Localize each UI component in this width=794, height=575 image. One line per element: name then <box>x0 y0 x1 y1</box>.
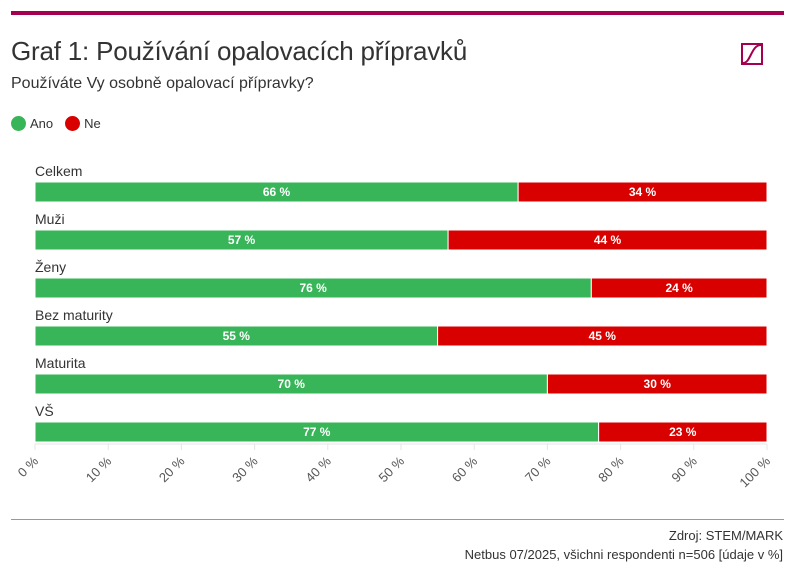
x-tick-label-0: 0 % <box>15 453 42 480</box>
x-tick-label-80: 80 % <box>595 453 627 485</box>
bar-ne-maturita <box>546 373 768 395</box>
data-label-ano-celkem: 66 % <box>263 185 291 199</box>
data-label-ne-celkem: 34 % <box>629 185 657 199</box>
bar-ne-zeny <box>590 277 768 299</box>
data-label-ne-maturita: 30 % <box>644 377 672 391</box>
category-label-vs: VŠ <box>35 403 54 419</box>
x-tick-label-70: 70 % <box>522 453 554 485</box>
legend-marker-ano <box>11 116 26 131</box>
legend-label-ano: Ano <box>30 116 54 131</box>
data-label-ne-zeny: 24 % <box>665 281 693 295</box>
bar-ne-vs <box>598 421 768 443</box>
chart-subtitle: Používáte Vy osobně opalovací přípravky? <box>11 75 314 92</box>
x-tick-label-20: 20 % <box>156 453 188 485</box>
footer-divider <box>11 519 784 520</box>
data-label-ano-zeny: 76 % <box>299 281 327 295</box>
x-tick-label-60: 60 % <box>449 453 481 485</box>
data-label-ano-muzi: 57 % <box>228 233 256 247</box>
x-tick-label-40: 40 % <box>302 453 334 485</box>
category-label-bez-maturity: Bez maturity <box>35 307 113 323</box>
bar-ne-celkem <box>517 181 768 203</box>
legend: Ano Ne <box>11 116 113 131</box>
legend-marker-ne <box>65 116 81 131</box>
top-accent-bar <box>11 11 784 15</box>
category-label-zeny: Ženy <box>35 259 66 275</box>
legend-item-ano[interactable]: Ano <box>11 116 53 131</box>
x-tick-label-90: 90 % <box>668 453 700 485</box>
x-tick-label-100: 100 % <box>736 453 773 490</box>
legend-label-ne: Ne <box>84 116 101 131</box>
data-label-ne-muzi: 44 % <box>594 233 622 247</box>
data-label-ne-vs: 23 % <box>669 425 697 439</box>
bar-ne-bez-maturity <box>437 325 768 347</box>
category-label-maturita: Maturita <box>35 355 86 371</box>
data-label-ano-maturita: 70 % <box>278 377 306 391</box>
chart-title: Graf 1: Používání opalovacích přípravků <box>11 36 468 66</box>
category-label-muzi: Muži <box>35 211 65 227</box>
data-label-ano-vs: 77 % <box>303 425 331 439</box>
legend-item-ne[interactable]: Ne <box>65 116 101 131</box>
brand-logo-icon <box>741 43 763 65</box>
data-label-ne-bez-maturity: 45 % <box>589 329 617 343</box>
bar-ne-muzi <box>447 229 768 251</box>
category-label-celkem: Celkem <box>35 163 82 179</box>
data-label-ano-bez-maturity: 55 % <box>223 329 251 343</box>
x-tick-label-10: 10 % <box>83 453 115 485</box>
footnote-text: Netbus 07/2025, všichni respondenti n=50… <box>464 547 783 562</box>
source-text: Zdroj: STEM/MARK <box>668 528 783 543</box>
x-tick-label-30: 30 % <box>229 453 261 485</box>
stacked-bar-chart: Celkem 66 % 34 % Muži 57 % 44 % Ženy 76 % 24 % Be… <box>15 163 774 490</box>
x-tick-label-50: 50 % <box>376 453 408 485</box>
